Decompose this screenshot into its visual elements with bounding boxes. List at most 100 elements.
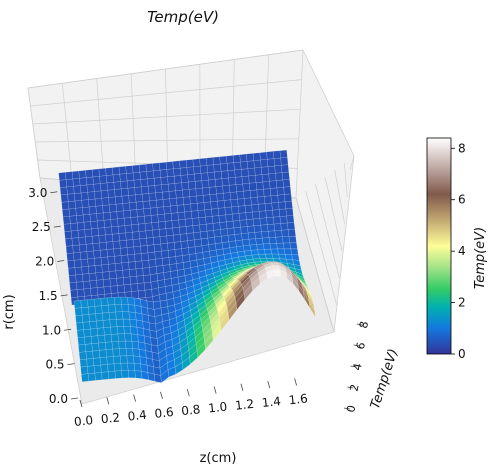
surface-patch: [182, 189, 189, 197]
surface-patch: [168, 184, 176, 192]
surface-patch: [141, 246, 148, 254]
surface-patch: [109, 312, 116, 320]
surface-patch: [127, 356, 134, 364]
surface-patch: [154, 244, 162, 252]
surface-patch: [260, 152, 268, 160]
surface-patch: [219, 215, 227, 223]
x-axis-label: z(cm): [200, 451, 237, 466]
surface-patch: [149, 259, 157, 267]
surface-patch: [128, 188, 135, 196]
surface-patch: [96, 320, 104, 328]
colorbar-label: Temp(eV): [473, 227, 488, 289]
surface-patch: [274, 270, 281, 277]
surface-patch: [255, 232, 262, 239]
y-tick-label: 2.5: [32, 220, 51, 234]
surface-patch: [92, 236, 99, 244]
x-tick-label: 0.6: [154, 405, 174, 421]
surface-patch: [86, 177, 93, 185]
surface-patch: [211, 208, 219, 216]
surface-patch: [130, 327, 137, 335]
surface-patch: [135, 371, 142, 379]
surface-patch: [194, 173, 202, 181]
surface-patch: [228, 235, 236, 242]
surface-patch: [207, 165, 214, 173]
surface-patch: [141, 186, 149, 194]
surface-patch: [108, 264, 115, 272]
surface-patch: [199, 224, 207, 232]
surface-patch: [263, 244, 271, 250]
surface-patch: [273, 151, 281, 159]
surface-patch: [114, 256, 121, 264]
surface-patch: [87, 366, 95, 374]
surface-patch: [253, 218, 261, 225]
surface-patch: [103, 212, 110, 220]
surface-patch: [277, 187, 285, 195]
surface-patch: [276, 180, 283, 188]
surface-patch: [99, 350, 106, 358]
surface-patch: [264, 189, 271, 197]
z-tick-label: 6: [354, 341, 368, 351]
surface-patch: [79, 244, 86, 252]
surface-patch: [253, 153, 261, 161]
surface-patch: [174, 176, 181, 184]
surface-patch: [117, 218, 125, 226]
surface-patch: [247, 226, 255, 233]
surface-patch: [160, 236, 167, 244]
surface-patch: [90, 328, 97, 336]
surface-patch: [114, 248, 122, 256]
surface-patch: [179, 219, 187, 227]
surface-patch: [119, 341, 126, 349]
surface-patch: [233, 220, 241, 228]
surface-patch: [284, 194, 291, 202]
surface-patch: [144, 282, 152, 290]
surface-patch: [183, 197, 191, 205]
surface-patch: [157, 207, 165, 215]
surface-patch: [90, 321, 98, 329]
surface-patch: [126, 240, 134, 248]
surface-patch: [126, 348, 133, 356]
surface-patch: [230, 192, 237, 200]
surface-patch: [144, 216, 152, 224]
surface-patch: [124, 326, 131, 334]
surface-patch: [279, 209, 286, 217]
surface-patch: [240, 220, 248, 228]
surface-patch: [275, 173, 283, 181]
surface-patch: [211, 201, 219, 209]
surface-patch: [84, 329, 91, 337]
colorbar-tick-label: 6: [458, 193, 466, 207]
surface-patch: [107, 364, 115, 372]
surface-patch: [117, 285, 125, 293]
surface-patch: [147, 178, 154, 186]
surface-patch: [80, 252, 88, 260]
surface-patch: [100, 357, 107, 365]
surface-patch: [121, 297, 128, 305]
surface-patch: [146, 237, 154, 245]
surface-patch: [286, 208, 293, 216]
surface-patch: [132, 165, 139, 173]
surface-patch: [89, 273, 97, 281]
surface-patch: [156, 266, 164, 274]
surface-patch: [191, 203, 198, 211]
surface-patch: [94, 258, 101, 266]
surface-patch: [276, 237, 284, 244]
surface-patch: [214, 236, 222, 243]
surface-patch: [120, 248, 127, 256]
surface-patch: [102, 372, 109, 380]
surface-patch: [94, 191, 101, 199]
surface-patch: [186, 160, 193, 168]
surface-patch: [100, 250, 108, 258]
surface-patch: [143, 275, 150, 283]
surface-patch: [251, 250, 259, 255]
surface-patch: [176, 256, 184, 264]
surface-patch: [93, 243, 100, 251]
surface-patch: [83, 214, 90, 222]
surface-patch: [87, 299, 95, 307]
surface-patch: [176, 197, 184, 205]
surface-patch: [133, 356, 140, 364]
surface-patch: [236, 184, 244, 192]
surface-patch: [102, 272, 110, 280]
surface-patch: [171, 213, 178, 221]
y-tick-label: 2.0: [35, 255, 54, 269]
